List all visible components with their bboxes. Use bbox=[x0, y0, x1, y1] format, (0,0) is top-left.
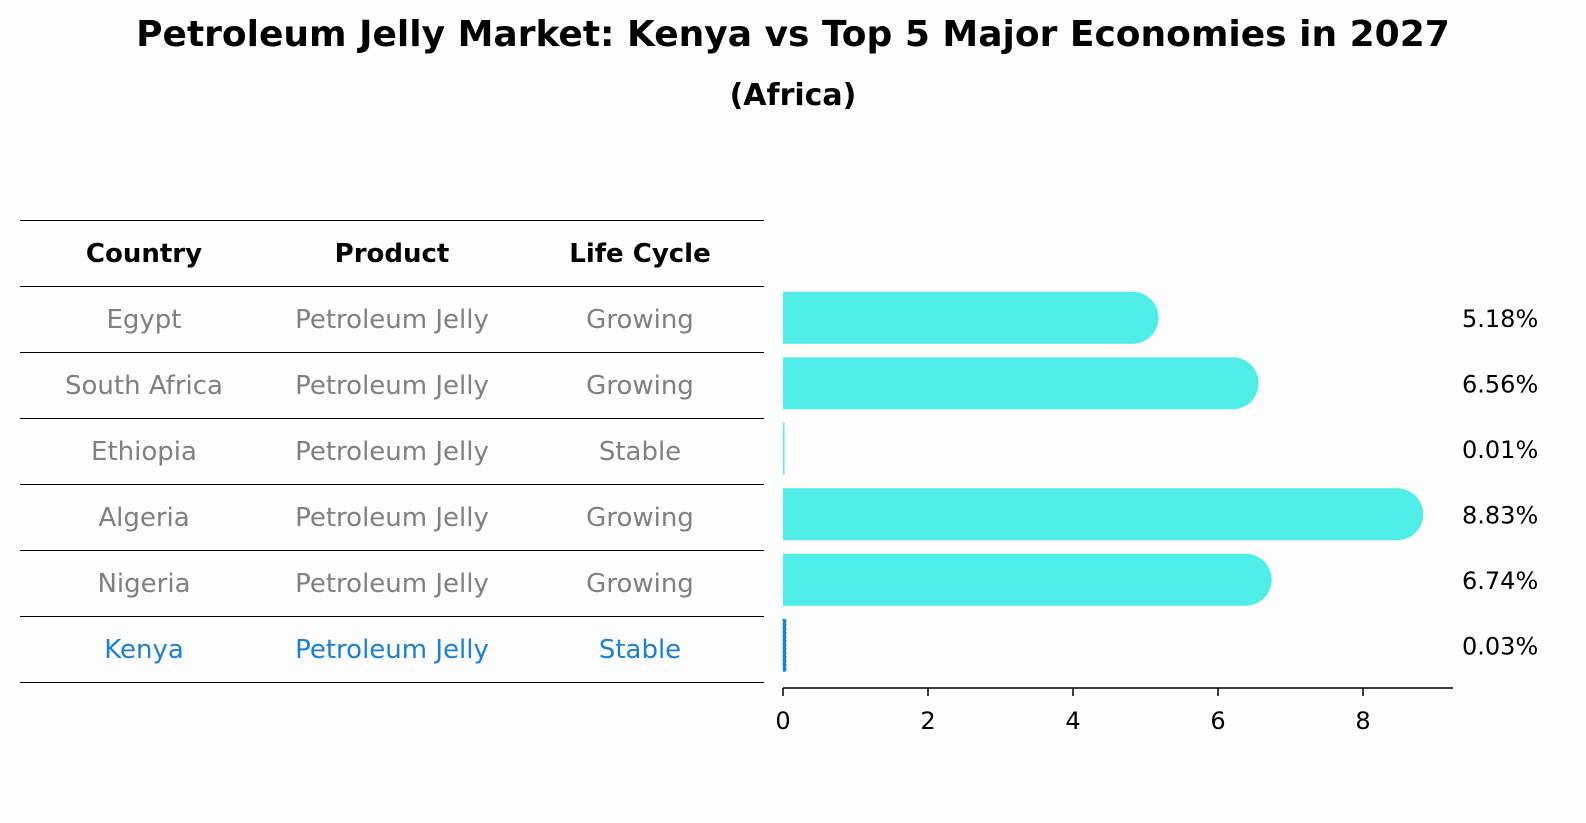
chart-subtitle: (Africa) bbox=[729, 78, 857, 113]
bar-egypt bbox=[783, 291, 1159, 344]
life-cycle-cell: Growing bbox=[586, 502, 694, 533]
product-cell: Petroleum Jelly bbox=[295, 502, 489, 533]
product-cell: Petroleum Jelly bbox=[295, 304, 489, 335]
product-cell: Petroleum Jelly bbox=[295, 370, 489, 401]
data-label-ethiopia: 0.01% bbox=[1462, 436, 1538, 464]
country-cell: Egypt bbox=[106, 304, 182, 335]
data-label-nigeria: 6.74% bbox=[1462, 567, 1538, 595]
data-label-egypt: 5.18% bbox=[1462, 305, 1538, 333]
x-tick-label-8: 8 bbox=[1355, 707, 1370, 735]
table-row: Nigeria Petroleum Jelly Growing bbox=[20, 550, 764, 616]
x-tick-label-2: 2 bbox=[920, 707, 935, 735]
bar-ethiopia bbox=[783, 422, 785, 475]
table-row: Algeria Petroleum Jelly Growing bbox=[20, 484, 764, 550]
table-row: South Africa Petroleum Jelly Growing bbox=[20, 352, 764, 418]
country-cell: Algeria bbox=[98, 502, 190, 533]
chart-title: Petroleum Jelly Market: Kenya vs Top 5 M… bbox=[136, 14, 1450, 55]
country-cell: South Africa bbox=[65, 370, 223, 401]
data-label-kenya: 0.03% bbox=[1462, 632, 1538, 660]
column-header-life-cycle: Life Cycle bbox=[569, 238, 711, 269]
column-header-product: Product bbox=[334, 238, 450, 269]
country-cell: Kenya bbox=[104, 634, 184, 665]
country-cell: Nigeria bbox=[97, 568, 191, 599]
data-label-south-africa: 6.56% bbox=[1462, 370, 1538, 398]
bar-south-africa bbox=[783, 357, 1259, 410]
x-tick-label-4: 4 bbox=[1065, 707, 1080, 735]
life-cycle-cell: Stable bbox=[598, 634, 682, 665]
data-table: Country Product Life Cycle Egypt Petrole… bbox=[20, 220, 764, 683]
country-cell: Ethiopia bbox=[91, 436, 197, 467]
life-cycle-cell: Stable bbox=[598, 436, 682, 467]
product-cell: Petroleum Jelly bbox=[295, 634, 489, 665]
table-header-row: Country Product Life Cycle bbox=[20, 220, 764, 286]
life-cycle-cell: Growing bbox=[586, 304, 694, 335]
table-row-highlighted: Kenya Petroleum Jelly Stable bbox=[20, 616, 764, 683]
x-tick-label-0: 0 bbox=[775, 707, 790, 735]
product-cell: Petroleum Jelly bbox=[295, 568, 489, 599]
life-cycle-cell: Growing bbox=[586, 370, 694, 401]
bar-kenya bbox=[782, 618, 787, 672]
table-row: Ethiopia Petroleum Jelly Stable bbox=[20, 418, 764, 484]
data-label-algeria: 8.83% bbox=[1462, 501, 1538, 529]
life-cycle-cell: Growing bbox=[586, 568, 694, 599]
column-header-country: Country bbox=[85, 238, 203, 269]
bar-algeria bbox=[783, 488, 1424, 541]
bar-nigeria bbox=[783, 553, 1272, 606]
table-row: Egypt Petroleum Jelly Growing bbox=[20, 286, 764, 352]
product-cell: Petroleum Jelly bbox=[295, 436, 489, 467]
x-tick-label-6: 6 bbox=[1210, 707, 1225, 735]
